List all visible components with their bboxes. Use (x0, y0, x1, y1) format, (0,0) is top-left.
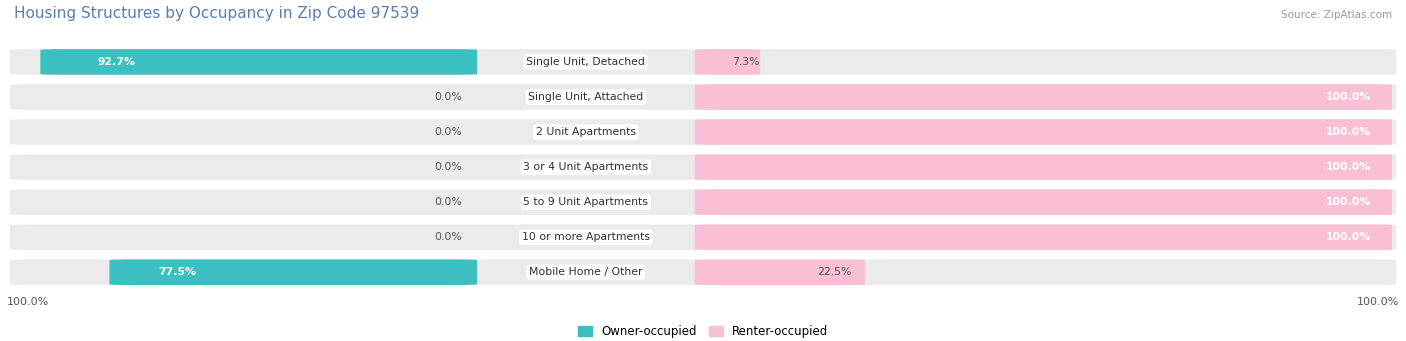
FancyBboxPatch shape (695, 260, 865, 285)
FancyBboxPatch shape (10, 84, 1396, 110)
Text: 7.3%: 7.3% (733, 57, 759, 67)
FancyBboxPatch shape (695, 154, 1399, 180)
Text: 100.0%: 100.0% (1326, 127, 1371, 137)
Text: Mobile Home / Other: Mobile Home / Other (529, 267, 643, 277)
Text: 5 to 9 Unit Apartments: 5 to 9 Unit Apartments (523, 197, 648, 207)
Text: 92.7%: 92.7% (98, 57, 136, 67)
FancyBboxPatch shape (10, 260, 1396, 285)
FancyBboxPatch shape (10, 49, 1396, 75)
Text: 100.0%: 100.0% (1326, 197, 1371, 207)
FancyBboxPatch shape (10, 189, 1396, 215)
FancyBboxPatch shape (110, 260, 477, 285)
Text: 2 Unit Apartments: 2 Unit Apartments (536, 127, 636, 137)
Text: 0.0%: 0.0% (434, 197, 461, 207)
FancyBboxPatch shape (10, 154, 1396, 180)
Text: 100.0%: 100.0% (1326, 232, 1371, 242)
Text: 0.0%: 0.0% (434, 92, 461, 102)
FancyBboxPatch shape (10, 224, 1396, 250)
Text: 100.0%: 100.0% (1326, 92, 1371, 102)
Text: 100.0%: 100.0% (1326, 162, 1371, 172)
FancyBboxPatch shape (695, 84, 1399, 110)
Text: Single Unit, Detached: Single Unit, Detached (526, 57, 645, 67)
FancyBboxPatch shape (10, 119, 1396, 145)
Text: 0.0%: 0.0% (434, 162, 461, 172)
Legend: Owner-occupied, Renter-occupied: Owner-occupied, Renter-occupied (572, 321, 834, 341)
FancyBboxPatch shape (41, 49, 477, 75)
FancyBboxPatch shape (695, 224, 1399, 250)
Text: Single Unit, Attached: Single Unit, Attached (529, 92, 644, 102)
Text: 3 or 4 Unit Apartments: 3 or 4 Unit Apartments (523, 162, 648, 172)
Text: Housing Structures by Occupancy in Zip Code 97539: Housing Structures by Occupancy in Zip C… (14, 6, 419, 21)
Text: 10 or more Apartments: 10 or more Apartments (522, 232, 650, 242)
Text: 77.5%: 77.5% (159, 267, 197, 277)
Text: Source: ZipAtlas.com: Source: ZipAtlas.com (1281, 10, 1392, 20)
FancyBboxPatch shape (695, 119, 1399, 145)
Text: 0.0%: 0.0% (434, 232, 461, 242)
Text: 0.0%: 0.0% (434, 127, 461, 137)
Text: 22.5%: 22.5% (817, 267, 852, 277)
FancyBboxPatch shape (695, 49, 761, 75)
FancyBboxPatch shape (695, 189, 1399, 215)
